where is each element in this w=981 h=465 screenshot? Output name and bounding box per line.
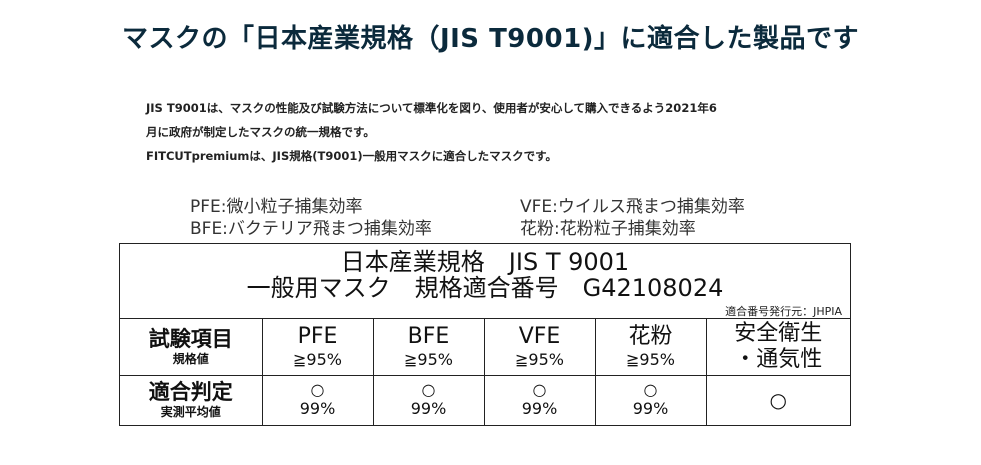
page-title: マスクの「日本産業規格（JIS T9001)」に適合した製品です <box>121 24 860 54</box>
measured-value: 99% <box>410 399 447 419</box>
result-safety: ○ <box>706 375 850 425</box>
row-header-main: 試験項目 <box>148 326 233 351</box>
row-header-main: 適合判定 <box>148 380 233 405</box>
spec-box: 日本産業規格 JIS T 9001 一般用マスク 規格適合番号 G4210802… <box>119 243 851 426</box>
pass-mark: ○ <box>769 388 787 413</box>
column-standard: ≧95% <box>293 349 342 369</box>
column-pollen: 花粉 ≧95% <box>595 319 707 376</box>
column-standard: ≧95% <box>515 349 564 369</box>
description: JIS T9001は、マスクの性能及び試験方法について標準化を図り、使用者が安心… <box>146 96 846 168</box>
legend-bfe: BFE:バクテリア飛まつ捕集効率 <box>190 219 432 239</box>
row-header-sub: 実測平均値 <box>160 405 221 420</box>
result-pfe: ○ 99% <box>262 375 374 425</box>
test-results-table: 試験項目 規格値 PFE ≧95% BFE ≧95% VFE ≧95% 花粉 ≧… <box>120 319 850 425</box>
column-name: VFE <box>518 323 561 349</box>
pass-mark: ○ <box>421 380 436 400</box>
pass-mark: ○ <box>310 380 325 400</box>
table-row: 適合判定 実測平均値 ○ 99% ○ 99% ○ 99% ○ 99% ○ <box>120 375 850 425</box>
column-vfe: VFE ≧95% <box>484 319 596 376</box>
spec-header: 日本産業規格 JIS T 9001 一般用マスク 規格適合番号 G4210802… <box>120 244 850 319</box>
description-line: 月に政府が制定したマスクの統一規格です。 <box>146 125 375 139</box>
measured-value: 99% <box>299 399 336 419</box>
row-header-test-item: 試験項目 規格値 <box>120 319 263 376</box>
column-name: 安全衛生 <box>734 320 823 346</box>
pass-mark: ○ <box>643 380 658 400</box>
row-header-sub: 規格値 <box>172 351 209 366</box>
column-standard: ≧95% <box>404 349 453 369</box>
result-vfe: ○ 99% <box>484 375 596 425</box>
column-pfe: PFE ≧95% <box>262 319 374 376</box>
column-name: ・通気性 <box>734 346 823 372</box>
measured-value: 99% <box>521 399 558 419</box>
spec-compliance-number: 一般用マスク 規格適合番号 G42108024 <box>246 274 724 302</box>
column-name: BFE <box>407 323 450 349</box>
spec-standard-name: 日本産業規格 JIS T 9001 <box>340 248 630 276</box>
column-bfe: BFE ≧95% <box>373 319 485 376</box>
measured-value: 99% <box>632 399 669 419</box>
legend-pollen: 花粉:花粉粒子捕集効率 <box>520 219 696 239</box>
column-name: 花粉 <box>628 323 673 349</box>
table-row: 試験項目 規格値 PFE ≧95% BFE ≧95% VFE ≧95% 花粉 ≧… <box>120 319 850 376</box>
column-standard: ≧95% <box>626 349 675 369</box>
description-line: JIS T9001は、マスクの性能及び試験方法について標準化を図り、使用者が安心… <box>146 101 717 115</box>
description-line: FITCUTpremiumは、JIS規格(T9001)一般用マスクに適合したマス… <box>146 149 557 163</box>
column-name: PFE <box>297 323 338 349</box>
legend: PFE:微小粒子捕集効率 VFE:ウイルス飛まつ捕集効率 BFE:バクテリア飛ま… <box>190 196 810 240</box>
legend-pfe: PFE:微小粒子捕集効率 <box>190 197 363 217</box>
result-bfe: ○ 99% <box>373 375 485 425</box>
legend-vfe: VFE:ウイルス飛まつ捕集効率 <box>520 197 745 217</box>
row-header-judgement: 適合判定 実測平均値 <box>120 375 263 425</box>
column-safety: 安全衛生 ・通気性 <box>706 319 850 376</box>
pass-mark: ○ <box>532 380 547 400</box>
spec-issuer: 適合番号発行元：JHPIA <box>725 305 842 318</box>
result-pollen: ○ 99% <box>595 375 707 425</box>
